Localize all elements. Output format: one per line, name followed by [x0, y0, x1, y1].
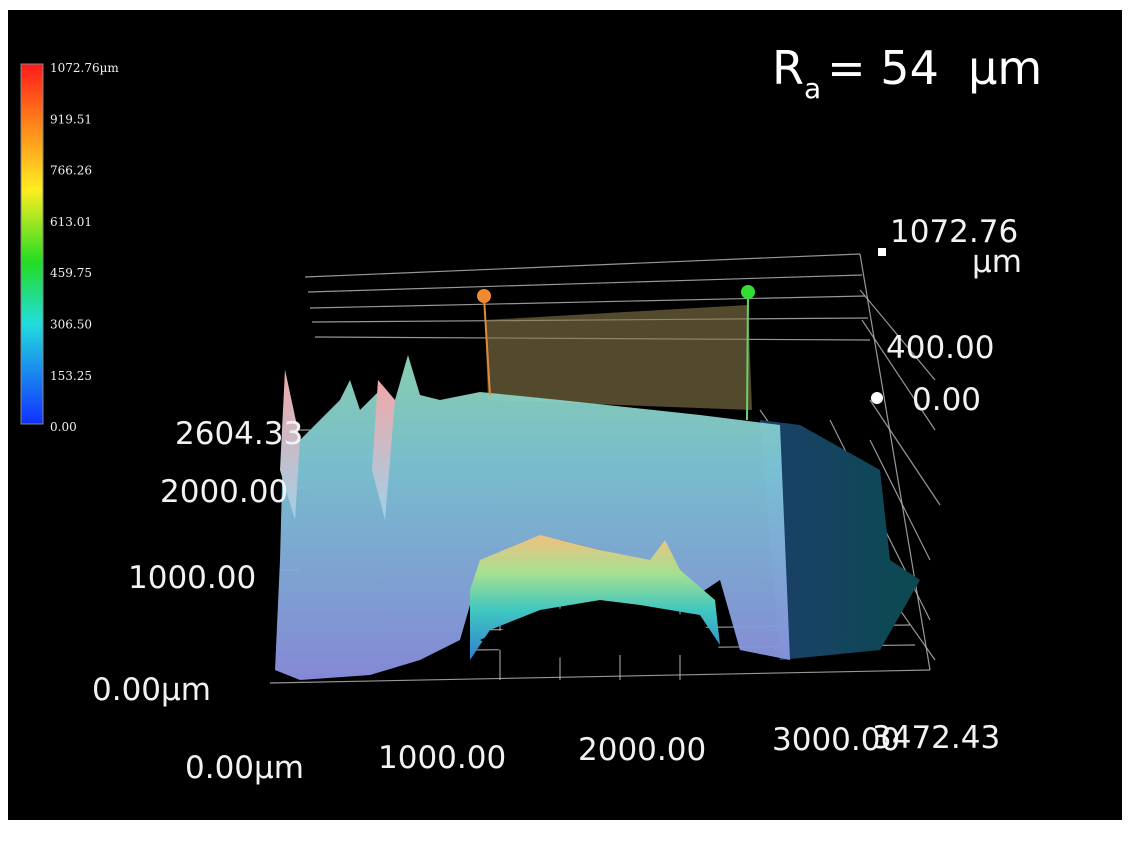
marker: [741, 285, 755, 299]
y-label: 2604.33: [175, 416, 303, 452]
page: { "title": {"symbol": "R", "subscript": …: [0, 0, 1130, 843]
profile-view: 1072.76µm 919.51 766.26 613.01 459.75 306.50 1…: [0, 0, 1130, 843]
colorbar-label: 1072.76µm: [50, 61, 119, 75]
x-label: 0.00µm: [185, 750, 304, 786]
x-label: 3472.43: [872, 720, 1000, 756]
colorbar: [21, 64, 43, 424]
y-label: 0.00µm: [92, 672, 211, 708]
marker: [477, 289, 491, 303]
title-symbol: R: [772, 41, 804, 95]
colorbar-label: 919.51: [50, 112, 92, 126]
colorbar-label: 153.25: [50, 369, 92, 383]
colorbar-label: 766.26: [50, 164, 92, 178]
title-subscript: a: [804, 72, 821, 105]
z-unit: µm: [972, 244, 1022, 280]
z-label: 400.00: [886, 330, 994, 366]
axis-handle: [871, 392, 883, 404]
y-label: 2000.00: [160, 474, 288, 510]
z-label: 0.00: [912, 382, 981, 418]
colorbar-label: 0.00: [50, 420, 77, 434]
colorbar-label: 306.50: [50, 318, 92, 332]
colorbar-label: 459.75: [50, 266, 92, 280]
axis-handle: [878, 248, 886, 256]
x-label: 1000.00: [378, 740, 506, 776]
x-label: 2000.00: [578, 732, 706, 768]
colorbar-label: 613.01: [50, 215, 92, 229]
title-value: = 54 µm: [827, 41, 1042, 95]
y-label: 1000.00: [128, 560, 256, 596]
